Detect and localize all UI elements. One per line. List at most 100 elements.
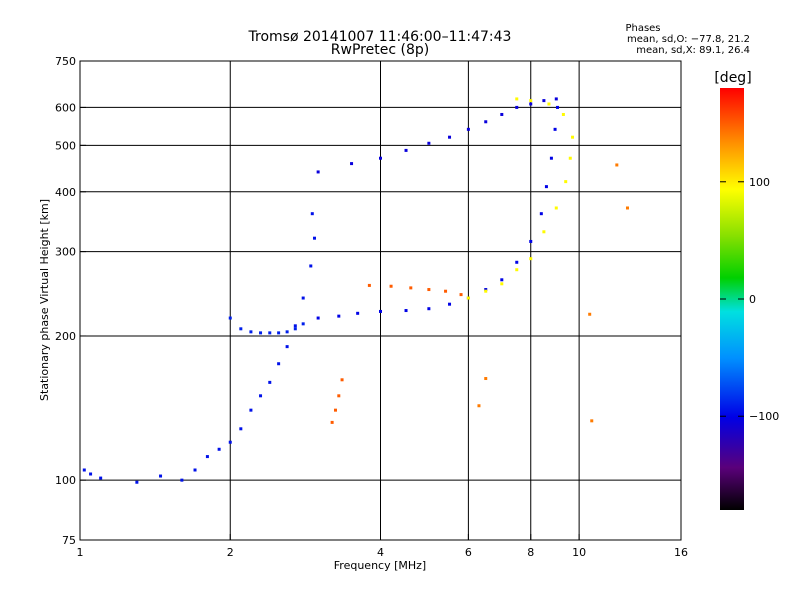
data-point (588, 312, 592, 316)
data-point (568, 156, 572, 160)
data-point (529, 102, 533, 106)
data-point (404, 309, 408, 313)
data-point (389, 284, 393, 288)
data-point (367, 283, 371, 287)
data-point (333, 408, 337, 412)
y-tick-label: 500 (55, 139, 76, 152)
y-tick-label: 750 (55, 55, 76, 68)
data-point (217, 447, 221, 451)
data-point (427, 141, 431, 145)
data-point (539, 212, 543, 216)
data-point (500, 282, 504, 286)
data-point (561, 112, 565, 116)
data-point (448, 302, 452, 306)
data-point (427, 307, 431, 311)
data-point (404, 148, 408, 152)
data-point (249, 408, 253, 412)
data-point (337, 314, 341, 318)
data-point (285, 345, 289, 349)
data-point (310, 212, 314, 216)
data-point (500, 112, 504, 116)
y-tick-label: 400 (55, 186, 76, 199)
data-point (554, 206, 558, 210)
data-point (330, 420, 334, 424)
data-point (228, 440, 232, 444)
data-point (350, 162, 354, 166)
data-point (301, 296, 305, 300)
data-point (515, 105, 519, 109)
data-point (285, 330, 289, 334)
data-point (477, 404, 481, 408)
data-point (444, 289, 448, 293)
data-point (625, 206, 629, 210)
stats-line-x: mean, sd,X: 89.1, 26.4 (636, 45, 750, 56)
data-point (268, 331, 272, 335)
x-tick-label: 6 (465, 546, 472, 559)
data-points (82, 97, 629, 484)
data-point (159, 474, 163, 478)
data-point (293, 324, 297, 328)
data-point (529, 239, 533, 243)
stats-line-o: mean, sd,O: −77.8, 21.2 (627, 34, 750, 45)
colorbar-tick-label: 100 (749, 176, 770, 189)
data-point (409, 286, 413, 290)
data-point (379, 309, 382, 313)
stats-heading: Phases (625, 23, 660, 34)
data-point (277, 331, 281, 335)
x-tick-label: 1 (77, 546, 84, 559)
data-point (544, 185, 548, 189)
data-point (547, 102, 551, 106)
y-tick-label: 300 (55, 246, 76, 259)
data-point (309, 264, 313, 268)
data-point (484, 289, 488, 293)
data-point (301, 322, 305, 326)
y-tick-label: 100 (55, 474, 76, 487)
colorbar-ticks: 100 0 −100 (720, 176, 779, 423)
data-point (515, 268, 519, 272)
data-point (340, 378, 344, 382)
data-point (542, 99, 546, 103)
data-point (484, 377, 488, 381)
data-point (554, 97, 558, 101)
data-point (277, 362, 281, 366)
data-point (99, 476, 103, 480)
chart-subtitle: RwPretec (8p) (331, 42, 429, 58)
data-point (259, 331, 263, 335)
y-tick-label: 75 (62, 534, 76, 547)
y-axis-label: Stationary phase Virtual Height [km] (38, 199, 51, 401)
data-point (529, 99, 533, 103)
x-tick-label: 4 (377, 546, 384, 559)
data-point (135, 480, 139, 484)
data-point (82, 468, 86, 472)
chart-title: Tromsø 20141007 11:46:00–11:47:43 (248, 29, 512, 45)
x-tick-label: 8 (527, 546, 534, 559)
colorbar-tick-label: 0 (749, 293, 756, 306)
colorbar-tick-label: −100 (749, 410, 779, 423)
data-point (549, 156, 553, 160)
data-point (571, 135, 575, 139)
colorbar-label: [deg] (714, 70, 751, 86)
data-point (337, 394, 341, 398)
data-point (239, 427, 243, 431)
data-point (459, 293, 463, 297)
data-point (193, 468, 197, 472)
data-point (466, 296, 470, 300)
data-point (564, 180, 568, 184)
x-axis-label: Frequency [MHz] (334, 559, 426, 572)
data-point (542, 230, 546, 234)
data-point (555, 105, 559, 109)
data-point (515, 260, 519, 264)
data-point (553, 127, 557, 131)
data-point (590, 419, 594, 423)
data-point (316, 316, 320, 320)
data-point (615, 163, 619, 167)
data-point (228, 316, 232, 320)
data-point (356, 311, 360, 315)
y-tick-label: 200 (55, 330, 76, 343)
data-point (249, 330, 253, 334)
data-point (259, 394, 263, 398)
data-point (466, 127, 470, 131)
data-point (180, 478, 184, 482)
grid-lines (80, 61, 681, 540)
axis-ticks: 1 2 4 6 8 10 16 75 100 200 300 400 500 600 750 (55, 55, 688, 559)
